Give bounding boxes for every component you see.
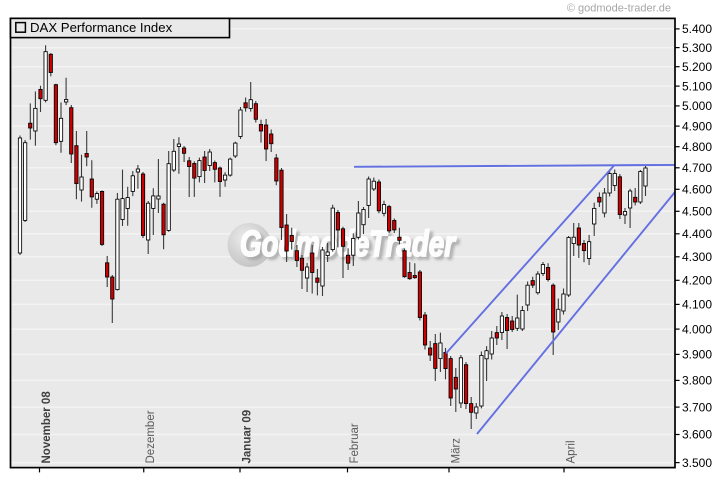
svg-text:4.600: 4.600 — [682, 183, 712, 197]
svg-text:© godmode-trader.de: © godmode-trader.de — [567, 3, 671, 15]
svg-text:April: April — [566, 440, 578, 463]
svg-text:Dezember: Dezember — [145, 410, 157, 463]
svg-text:5.300: 5.300 — [682, 41, 712, 55]
svg-text:November 08: November 08 — [41, 391, 53, 464]
svg-text:4.700: 4.700 — [682, 161, 712, 175]
svg-text:3.800: 3.800 — [682, 374, 712, 388]
svg-text:4.200: 4.200 — [682, 274, 712, 288]
svg-text:3.600: 3.600 — [682, 428, 712, 442]
svg-text:4.100: 4.100 — [682, 298, 712, 312]
svg-text:5.200: 5.200 — [682, 60, 712, 74]
svg-text:5.100: 5.100 — [682, 79, 712, 93]
svg-text:4.800: 4.800 — [682, 140, 712, 154]
svg-text:GodmodeTrader: GodmodeTrader — [240, 223, 457, 264]
svg-text:Februar: Februar — [349, 423, 361, 463]
svg-text:4.400: 4.400 — [682, 227, 712, 241]
svg-text:Januar 09: Januar 09 — [242, 410, 254, 464]
svg-text:4.500: 4.500 — [682, 205, 712, 219]
svg-text:3.900: 3.900 — [682, 348, 712, 362]
svg-text:5.000: 5.000 — [682, 99, 712, 113]
svg-text:März: März — [451, 438, 463, 464]
svg-text:3.500: 3.500 — [682, 456, 712, 470]
svg-text:4.300: 4.300 — [682, 250, 712, 264]
svg-text:DAX Performance Index: DAX Performance Index — [30, 20, 173, 35]
svg-text:4.900: 4.900 — [682, 119, 712, 133]
svg-text:3.700: 3.700 — [682, 400, 712, 414]
svg-text:5.400: 5.400 — [682, 22, 712, 36]
svg-text:4.000: 4.000 — [682, 322, 712, 336]
